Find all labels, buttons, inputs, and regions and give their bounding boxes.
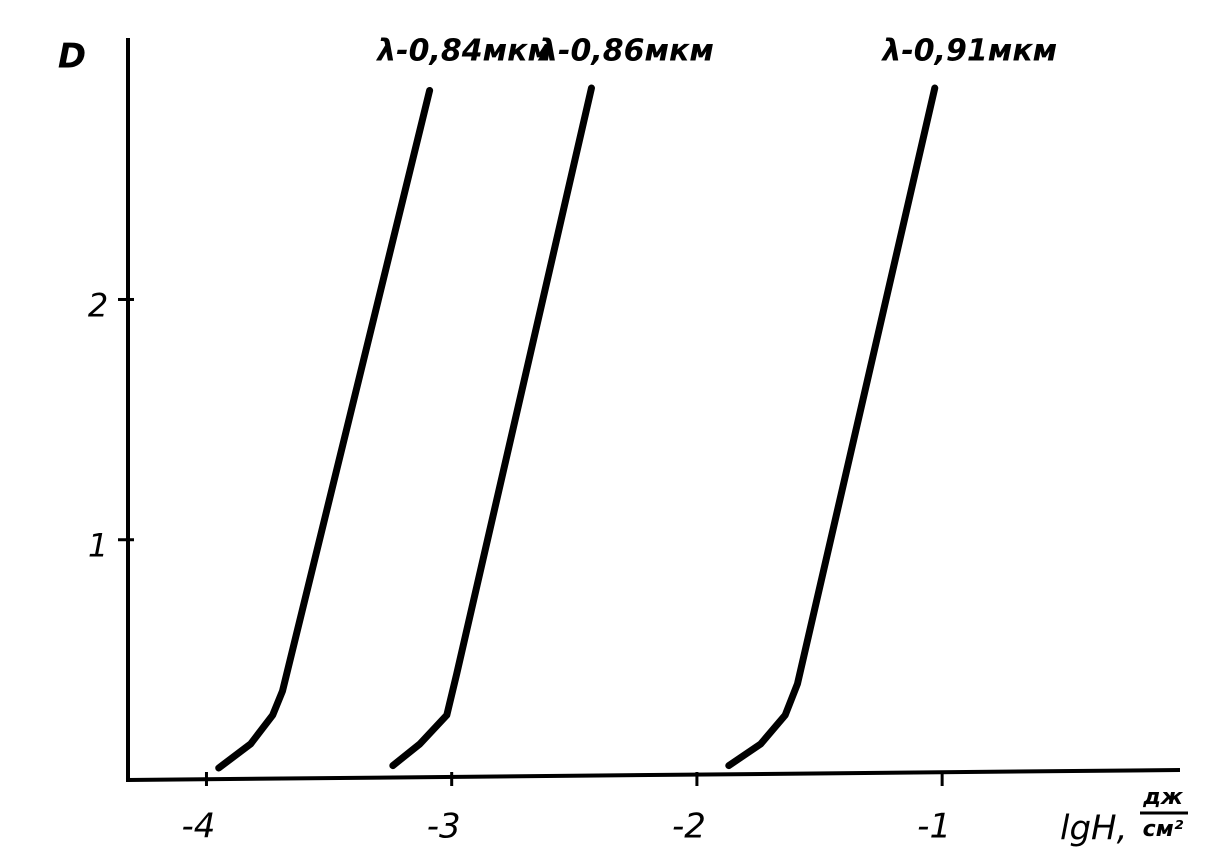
- y-tick-label: 2: [88, 286, 108, 324]
- series-label: λ-0,86мкм: [537, 34, 714, 69]
- y-axis-label: D: [58, 37, 86, 77]
- x-axis: [125, 768, 1181, 782]
- x-axis-unit-numerator: дж: [1142, 785, 1184, 810]
- x-tick-label: -2: [672, 807, 706, 847]
- x-tick-label: -4: [182, 807, 216, 847]
- y-tick-label: 1: [88, 527, 108, 565]
- curve: [215, 86, 434, 772]
- curve: [725, 84, 939, 770]
- x-axis-unit-denominator: см²: [1143, 817, 1184, 842]
- series-label: λ-0,84мкм: [375, 34, 552, 69]
- curve: [389, 84, 595, 770]
- x-axis-label: lgH,: [1060, 809, 1127, 849]
- x-tick-label: -3: [427, 807, 461, 847]
- series-label: λ-0,91мкм: [880, 34, 1057, 69]
- x-tick-label: -1: [917, 807, 951, 847]
